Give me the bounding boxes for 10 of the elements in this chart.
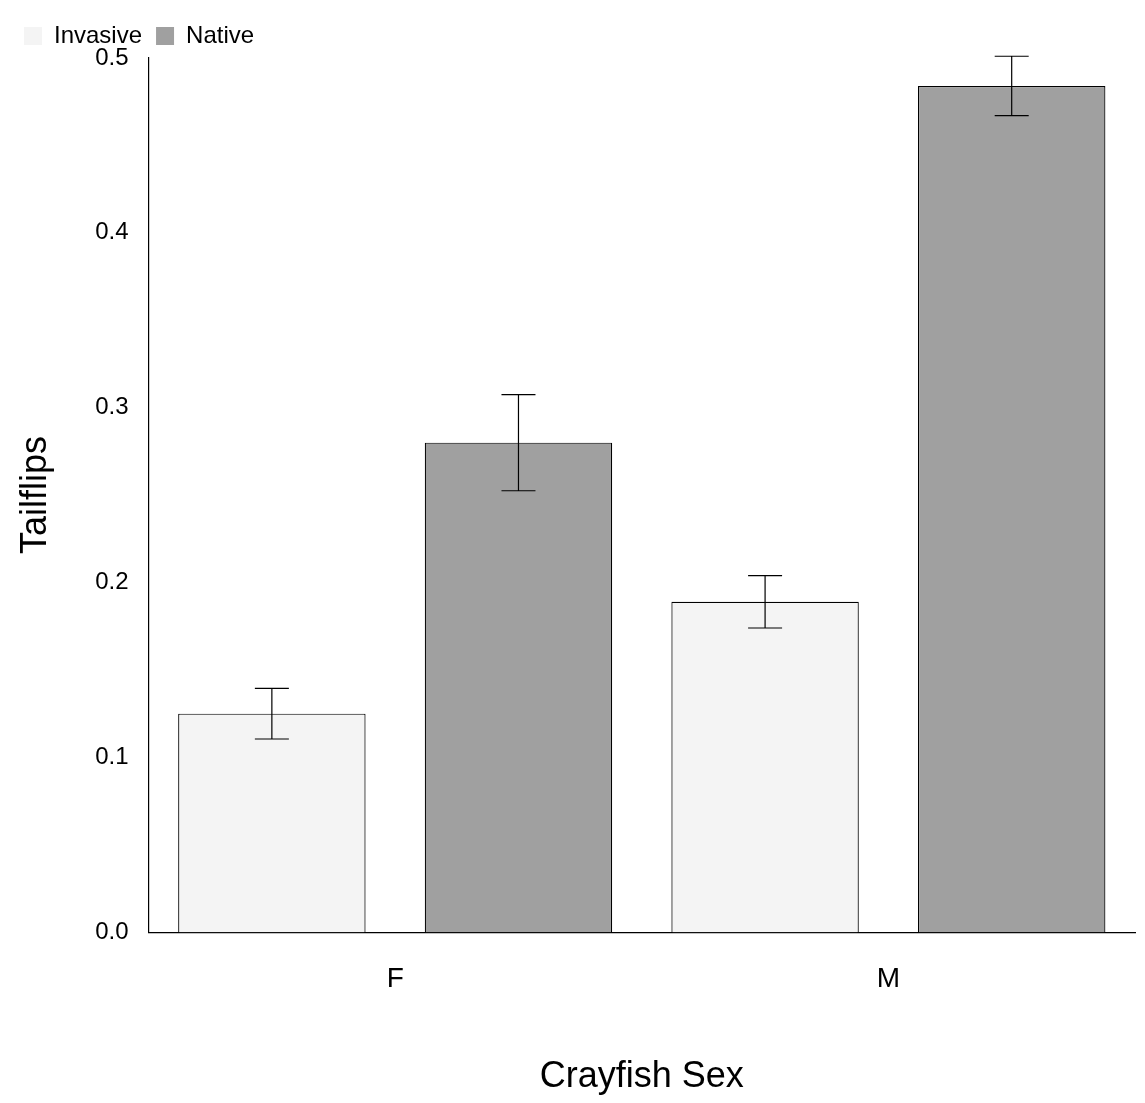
x-axis-title: Crayfish Sex bbox=[539, 1054, 744, 1096]
x-tick-label: M bbox=[876, 961, 901, 993]
y-tick-label: 0.4 bbox=[95, 217, 129, 245]
y-axis-title: Tailflips bbox=[12, 436, 54, 555]
y-tick-label: 0.2 bbox=[95, 567, 129, 595]
y-tick-label: 0.0 bbox=[95, 916, 129, 944]
y-tick-label: 0.1 bbox=[95, 741, 129, 769]
y-tick-label: 0.3 bbox=[95, 392, 129, 420]
x-tick-label: F bbox=[386, 961, 404, 993]
legend-label: Native bbox=[186, 20, 255, 48]
